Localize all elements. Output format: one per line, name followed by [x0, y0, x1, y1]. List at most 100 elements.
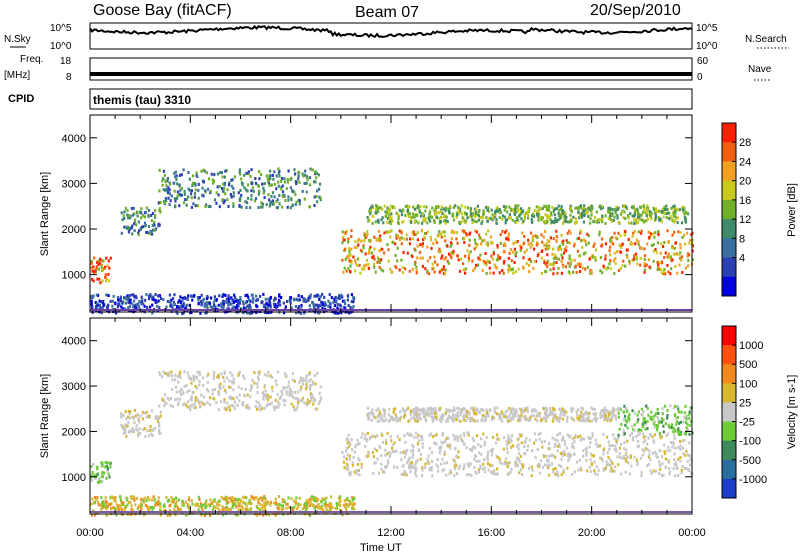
data-cell [295, 297, 298, 301]
data-cell [689, 238, 692, 242]
data-cell [610, 240, 613, 244]
data-cell [474, 446, 477, 450]
data-cell [613, 231, 616, 235]
data-cell [166, 179, 169, 183]
data-cell [319, 304, 322, 308]
data-cell [498, 457, 501, 461]
data-cell [232, 377, 235, 381]
data-cell [429, 235, 432, 239]
data-cell [154, 503, 157, 507]
data-cell [613, 272, 616, 276]
data-cell [129, 216, 132, 220]
data-cell [421, 474, 424, 478]
data-cell [324, 303, 327, 307]
data-cell [516, 217, 519, 221]
data-cell [498, 208, 501, 211]
data-cell [434, 441, 437, 445]
data-cell [609, 458, 612, 462]
data-cell [676, 221, 679, 224]
data-cell [133, 421, 136, 424]
data-cell [529, 416, 532, 420]
data-cell [661, 455, 664, 458]
data-cell [472, 213, 475, 217]
data-cell [597, 469, 600, 473]
data-cell [690, 233, 693, 236]
data-cell [472, 212, 475, 215]
data-cell [227, 303, 230, 307]
data-cell [281, 498, 284, 501]
data-cell [654, 216, 657, 219]
data-cell [657, 229, 660, 233]
data-cell [210, 296, 213, 300]
data-cell [168, 192, 171, 196]
data-cell [544, 406, 547, 410]
data-cell [483, 457, 486, 461]
data-cell [388, 407, 391, 411]
data-cell [392, 411, 395, 414]
data-cell [209, 498, 212, 502]
data-cell [475, 220, 478, 224]
data-cell [421, 244, 424, 248]
data-cell [133, 497, 136, 501]
data-cell [508, 437, 511, 441]
data-cell [287, 384, 290, 388]
data-cell [180, 173, 183, 177]
data-cell [126, 213, 129, 217]
data-cell [261, 300, 264, 304]
data-cell [688, 432, 691, 436]
data-cell [159, 502, 162, 506]
data-cell [293, 379, 296, 383]
data-cell [126, 226, 130, 230]
data-cell [128, 429, 131, 433]
data-cell [286, 300, 289, 303]
data-cell [289, 298, 292, 302]
data-cell [487, 243, 490, 247]
data-cell [222, 189, 225, 193]
data-cell [562, 239, 565, 243]
data-cell [258, 370, 261, 374]
data-cell [90, 302, 93, 306]
data-cell [467, 254, 470, 258]
data-cell [498, 271, 501, 275]
data-cell [605, 460, 608, 464]
data-cell [599, 414, 602, 418]
data-cell [282, 195, 285, 199]
data-cell [232, 186, 235, 190]
data-cell [640, 428, 643, 432]
data-cell [664, 465, 668, 469]
data-cell [285, 392, 288, 396]
data-cell [200, 293, 203, 297]
data-cell [676, 416, 679, 419]
data-cell [280, 507, 284, 511]
data-cell [372, 434, 375, 438]
data-cell [101, 462, 104, 465]
data-cell [226, 188, 229, 192]
data-cell [438, 407, 441, 411]
data-cell [413, 262, 417, 266]
data-cell [475, 212, 478, 216]
data-cell [638, 432, 641, 436]
data-cell [561, 263, 564, 267]
data-cell [495, 454, 498, 458]
data-cell [119, 496, 122, 500]
data-cell [571, 437, 574, 441]
data-cell [168, 300, 171, 304]
data-cell [163, 399, 166, 403]
data-cell [691, 231, 694, 235]
data-cell [159, 201, 162, 204]
data-cell [213, 397, 216, 401]
data-cell [148, 498, 151, 502]
data-cell [269, 304, 272, 308]
data-cell [196, 175, 199, 179]
data-cell [676, 271, 679, 275]
data-cell [556, 444, 559, 448]
data-cell [137, 416, 140, 420]
data-cell [387, 259, 390, 263]
data-cell [685, 426, 688, 430]
data-cell [129, 410, 132, 414]
data-cell [677, 446, 680, 450]
data-cell [477, 451, 480, 455]
data-cell [468, 238, 471, 242]
data-cell [366, 438, 369, 442]
data-cell [143, 411, 146, 415]
